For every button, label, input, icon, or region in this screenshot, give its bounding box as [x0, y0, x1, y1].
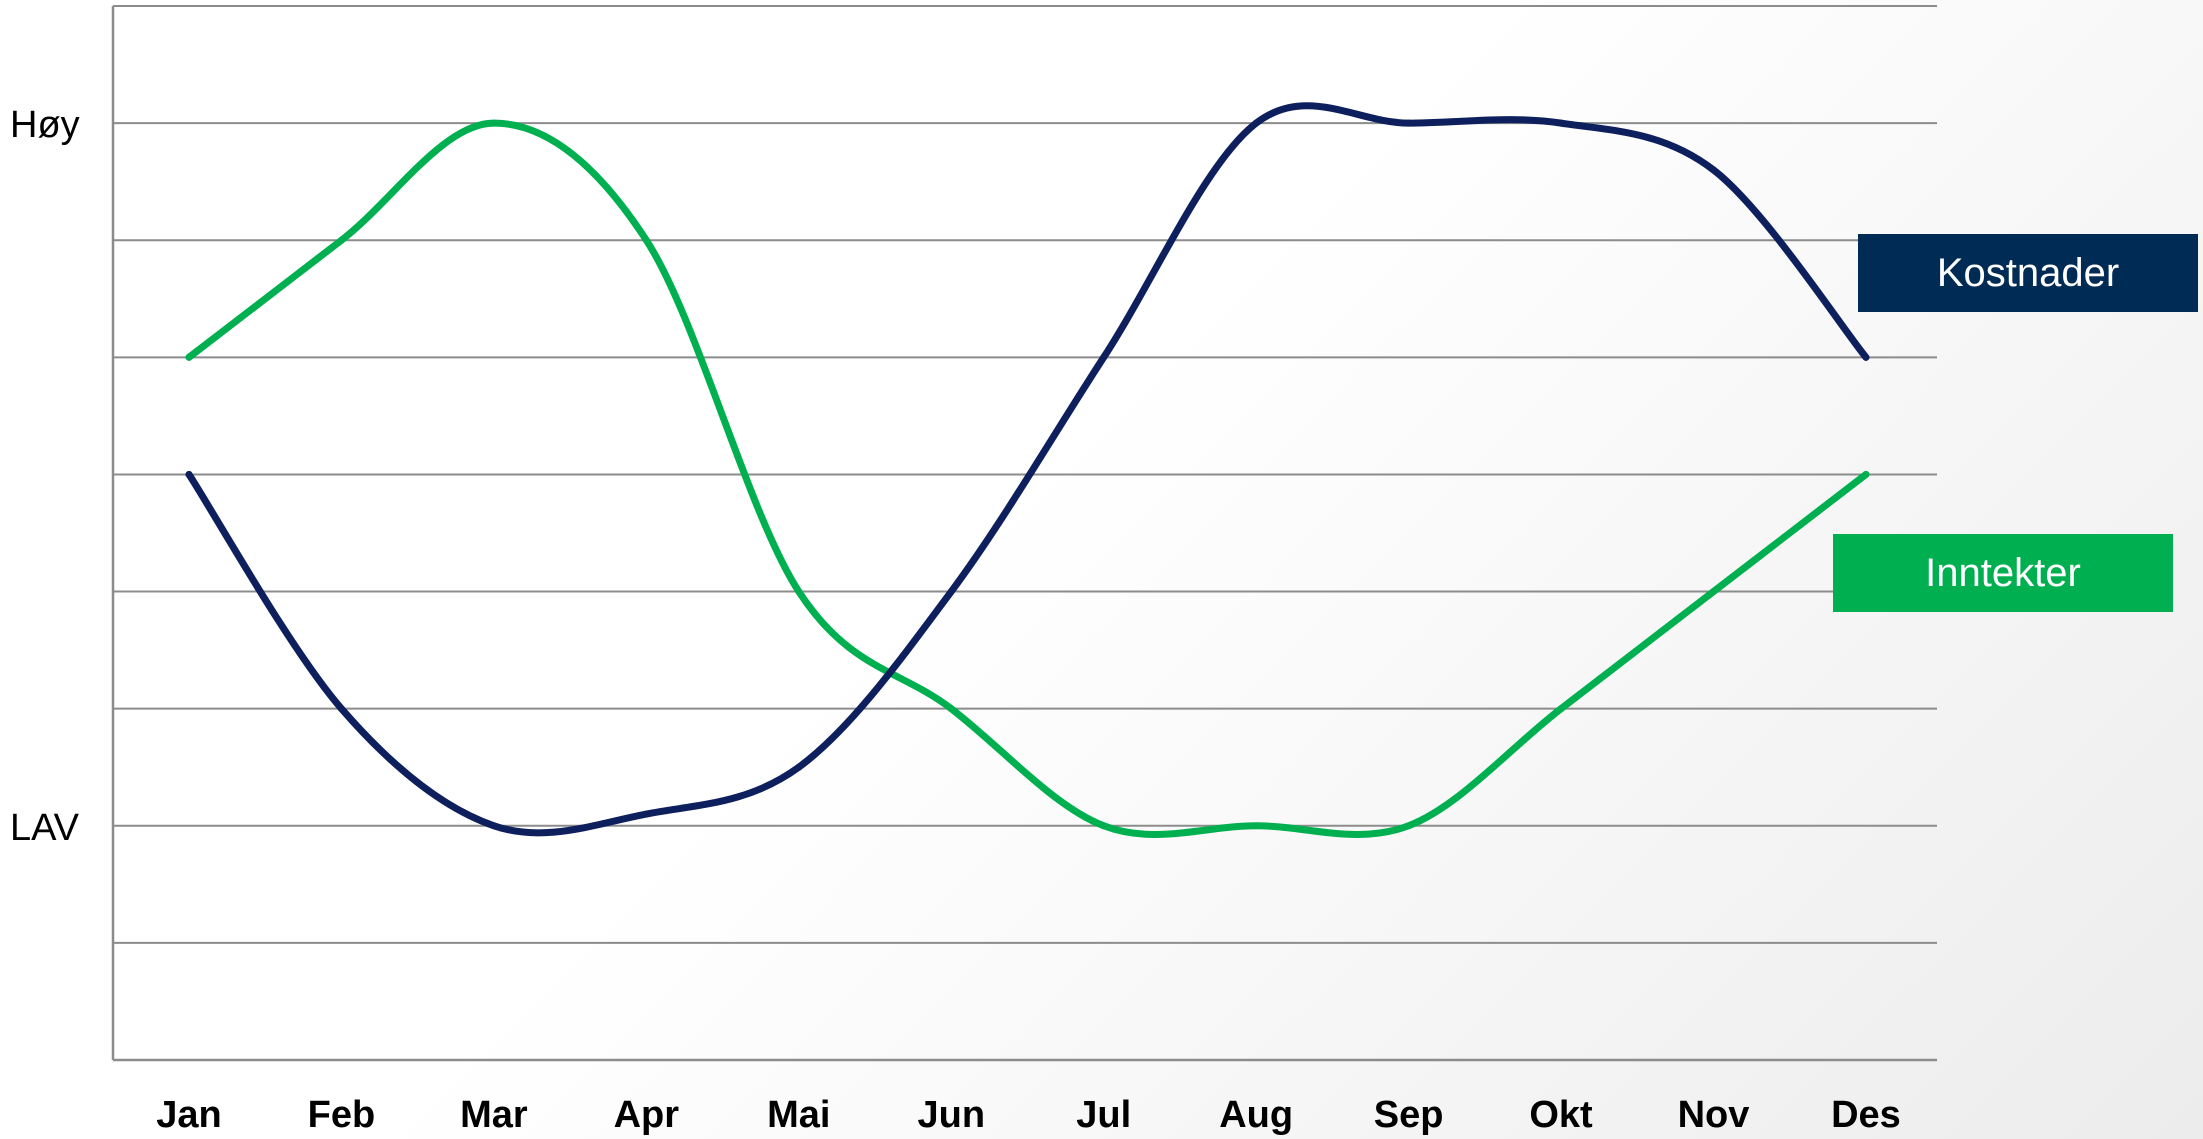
gridlines: [113, 6, 1937, 943]
data-point-inntekter-feb: [338, 237, 345, 244]
x-tick-label: Mai: [767, 1094, 830, 1136]
data-point-inntekter-apr: [643, 237, 650, 244]
data-point-kostnader-jun: [948, 588, 955, 595]
data-point-inntekter-jan: [186, 354, 193, 361]
data-point-inntekter-jun: [948, 705, 955, 712]
x-tick-label: Sep: [1374, 1094, 1444, 1136]
legend-kostnader-label: Kostnader: [1937, 251, 2119, 296]
data-point-inntekter-nov: [1710, 588, 1717, 595]
data-point-kostnader-aug: [1253, 120, 1260, 127]
x-tick-label: Nov: [1678, 1094, 1750, 1136]
data-point-kostnader-mar: [490, 822, 497, 829]
data-point-kostnader-mai: [795, 764, 802, 771]
data-point-inntekter-mar: [490, 120, 497, 127]
data-point-kostnader-apr: [643, 811, 650, 818]
legend-inntekter-label: Inntekter: [1925, 551, 2081, 596]
data-point-kostnader-okt: [1558, 120, 1565, 127]
y-axis-tick-labels: LAV Høy: [10, 104, 80, 849]
data-point-inntekter-jul: [1100, 822, 1107, 829]
data-point-inntekter-mai: [795, 588, 802, 595]
data-point-inntekter-aug: [1253, 822, 1260, 829]
x-tick-label: Okt: [1529, 1094, 1593, 1136]
y-tick-label: LAV: [10, 807, 80, 849]
x-tick-label: Des: [1831, 1094, 1901, 1136]
x-tick-label: Jan: [156, 1094, 221, 1136]
data-point-kostnader-sep: [1405, 120, 1412, 127]
data-point-inntekter-des: [1862, 471, 1869, 478]
x-tick-label: Aug: [1219, 1094, 1293, 1136]
x-tick-label: Apr: [614, 1094, 680, 1136]
data-point-kostnader-feb: [338, 705, 345, 712]
data-point-inntekter-okt: [1558, 705, 1565, 712]
x-tick-label: Jul: [1076, 1094, 1131, 1136]
series-line-kostnader: [189, 106, 1866, 833]
data-point-inntekter-sep: [1405, 822, 1412, 829]
x-tick-label: Jun: [917, 1094, 985, 1136]
legend-kostnader: Kostnader: [1858, 234, 2198, 312]
data-point-kostnader-des: [1862, 354, 1869, 361]
x-tick-label: Mar: [460, 1094, 528, 1136]
data-point-kostnader-jan: [186, 471, 193, 478]
legend-inntekter: Inntekter: [1833, 534, 2173, 612]
data-point-kostnader-jul: [1100, 354, 1107, 361]
x-tick-label: Feb: [308, 1094, 376, 1136]
y-tick-label: Høy: [10, 104, 80, 146]
axes: [113, 6, 1937, 1060]
series-lines: [186, 106, 1870, 835]
x-axis-tick-labels: Jan Feb Mar Apr Mai Jun Jul Aug Sep Okt Nov Des: [156, 1094, 1901, 1136]
data-point-kostnader-nov: [1710, 166, 1717, 173]
